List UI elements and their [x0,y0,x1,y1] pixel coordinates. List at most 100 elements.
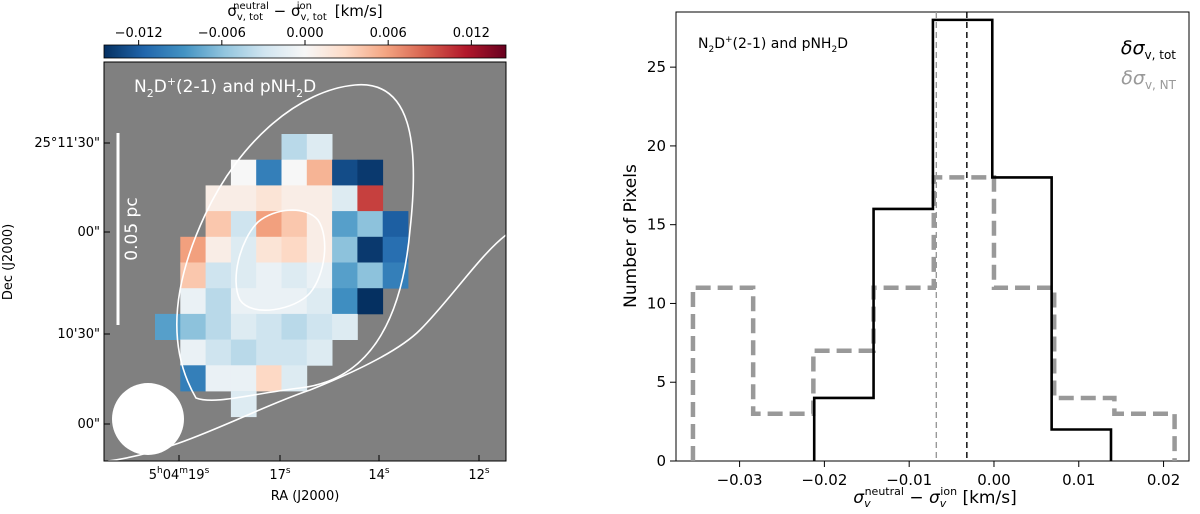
map-pixel [205,236,232,263]
map-frame [103,61,507,462]
map-pixel [230,313,257,340]
map-pixel [281,134,308,161]
histogram-x-tick-label: 0.01 [1062,471,1095,489]
map-y-tick-label: 10'30" [57,327,100,342]
colorbar: −0.012 −0.006 0.000 0.006 0.012 σv, totneutr… [103,1,507,59]
map-y-tick-label: 00" [77,417,100,432]
histogram-x-tick-label: 0.00 [977,471,1010,489]
map-y-axis-label: Dec (J2000) [1,224,16,300]
map-x-tick-label: 14s [368,466,390,483]
map-x-axis-label: RA (J2000) [271,489,340,504]
map-x-tick-label: 17s [269,466,291,483]
map-pixel [256,236,282,263]
beam-ellipse [112,383,184,455]
map-pixel [230,339,257,366]
histogram-y-tick-label: 15 [647,216,666,234]
map-pixel [205,211,232,238]
map-pixel [256,262,282,289]
map-pixel [281,211,308,238]
map-pixel [306,185,333,212]
map-pixel [332,211,358,238]
histogram-y-tick-label: 25 [647,58,666,76]
map-pixel [382,236,409,263]
histogram-x-tick-label: −0.03 [717,471,763,489]
map-pixel [332,262,358,289]
map-pixel [332,313,358,340]
histogram-x-tick-label: 0.02 [1147,471,1180,489]
contour-edge [107,234,506,461]
map-pixel [332,288,358,315]
histogram-legend: δσv, tot δσv, NT [1121,37,1177,92]
map-panel-label: N2D+(2-1) and pNH2D [134,75,316,100]
contour-inner [235,209,326,312]
contour-outer [175,84,415,401]
pixel-grid [155,134,409,418]
map-y-tick-label: 00" [77,225,100,240]
histogram-y-tick-label: 5 [656,373,666,391]
map-pixel [256,159,282,186]
histogram-x-axis-label: σvneutral − σvion [km/s] [853,485,1016,510]
histogram-panel: −0.03 −0.02 −0.01 0.00 0.01 0.02 0 5 10 15 20 25 N2… [621,11,1190,510]
map-pixel [306,339,333,366]
map-y-axis: 25°11'30" 00" 10'30" 00" Dec (J2000) [1,136,110,432]
map-pixel [205,288,232,315]
map-pixel [205,365,232,392]
colorbar-tick-label: −0.012 [115,26,163,41]
map-pixel [230,262,257,289]
map-pixel [357,262,384,289]
map-pixel [230,288,257,315]
map-pixel [281,262,308,289]
colorbar-tick-label: 0.012 [453,26,490,41]
histogram-y-axis-label: Number of Pixels [621,164,641,308]
colorbar-tick-label: 0.000 [286,26,323,41]
histogram-x-tick-label: −0.01 [886,471,932,489]
map-pixel [332,185,358,212]
scale-bar-label: 0.05 pc [122,197,142,260]
map-pixel [357,185,384,212]
map-x-axis: 5h04m19s 17s 14s 12s RA (J2000) [149,455,490,504]
contours [107,84,506,461]
map-pixel [230,211,257,238]
map-pixel [180,313,206,340]
colorbar-tick-label: 0.006 [370,26,407,41]
histogram-annotation: N2D+(2-1) and pNH2D [698,35,848,55]
map-pixel [281,236,308,263]
map-pixel [357,288,384,315]
map-pixel [332,236,358,263]
histogram-y-tick-label: 10 [647,294,666,312]
map-pixel [180,365,206,392]
map-pixel [357,211,384,238]
colorbar-label: σv, totneutral − σv, totion [km/s] [227,1,382,23]
map-pixel [180,339,206,366]
histogram-step-tot [812,18,1113,461]
histogram-x-tick-label: −0.02 [801,471,847,489]
map-pixel [256,339,282,366]
map-pixel [281,288,308,315]
legend-entry-nt: δσv, NT [1121,67,1176,92]
map-pixel [256,365,282,392]
legend-entry-tot: δσv, tot [1121,37,1176,62]
map-pixel [306,236,333,263]
colorbar-tick-label: −0.006 [198,26,246,41]
map-pixel [230,185,257,212]
map-pixel [306,159,333,186]
map-pixel [357,159,384,186]
map-pixel [180,262,206,289]
map-pixel [256,313,282,340]
map-pixel [230,236,257,263]
map-pixel [205,262,232,289]
map-pixel [281,159,308,186]
colorbar-ticks: −0.012 −0.006 0.000 0.006 0.012 [115,26,490,45]
map-pixel [357,236,384,263]
map-x-tick-label: 12s [468,466,490,483]
histogram-series [690,12,1177,461]
histogram-step-nt [690,175,1177,461]
map-panel: −0.012 −0.006 0.000 0.006 0.012 σv, totneutr… [1,1,507,504]
map-pixel [281,339,308,366]
map-pixel [281,313,308,340]
map-x-tick-label: 5h04m19s [149,466,210,483]
map-pixel [205,313,232,340]
map-pixel [382,262,409,289]
map-pixel [180,236,206,263]
